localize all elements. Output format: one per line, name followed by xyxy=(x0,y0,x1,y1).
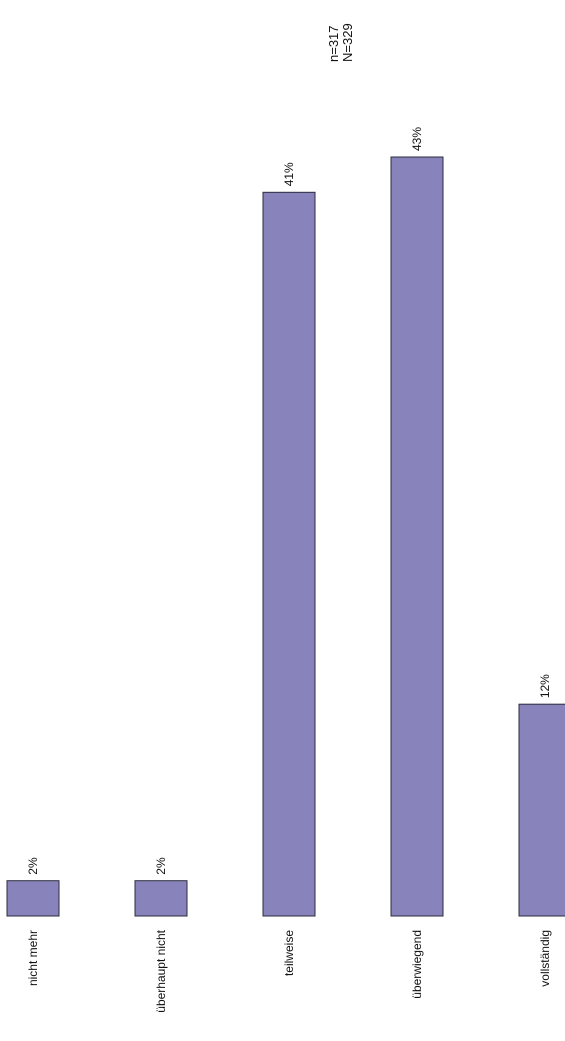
sample-N-label: N=329 xyxy=(340,23,355,62)
bar-4 xyxy=(518,703,565,917)
bar-3 xyxy=(390,156,444,917)
value-label-1: 2% xyxy=(154,857,168,875)
category-label-2: teilweise xyxy=(282,930,296,976)
value-label-3: 43% xyxy=(410,127,424,151)
bar-2 xyxy=(262,191,316,917)
sample-n-label: n=317 xyxy=(326,25,341,62)
bar-0 xyxy=(6,880,60,917)
sample-size-block: n=317 N=329 xyxy=(326,23,355,62)
category-label-1: überhaupt nicht xyxy=(154,929,168,1012)
category-label-4: vollständig xyxy=(538,930,552,987)
category-label-3: überwiegend xyxy=(410,930,424,999)
bars-layer xyxy=(6,156,565,917)
category-label-0: nicht mehr xyxy=(26,930,40,986)
bar-1 xyxy=(134,880,188,917)
value-label-2: 41% xyxy=(282,162,296,186)
labels-layer: 2% nicht mehr 2% überhaupt nicht 41% teilweis… xyxy=(26,127,552,1013)
value-label-4: 12% xyxy=(538,674,552,698)
value-label-0: 2% xyxy=(26,857,40,875)
